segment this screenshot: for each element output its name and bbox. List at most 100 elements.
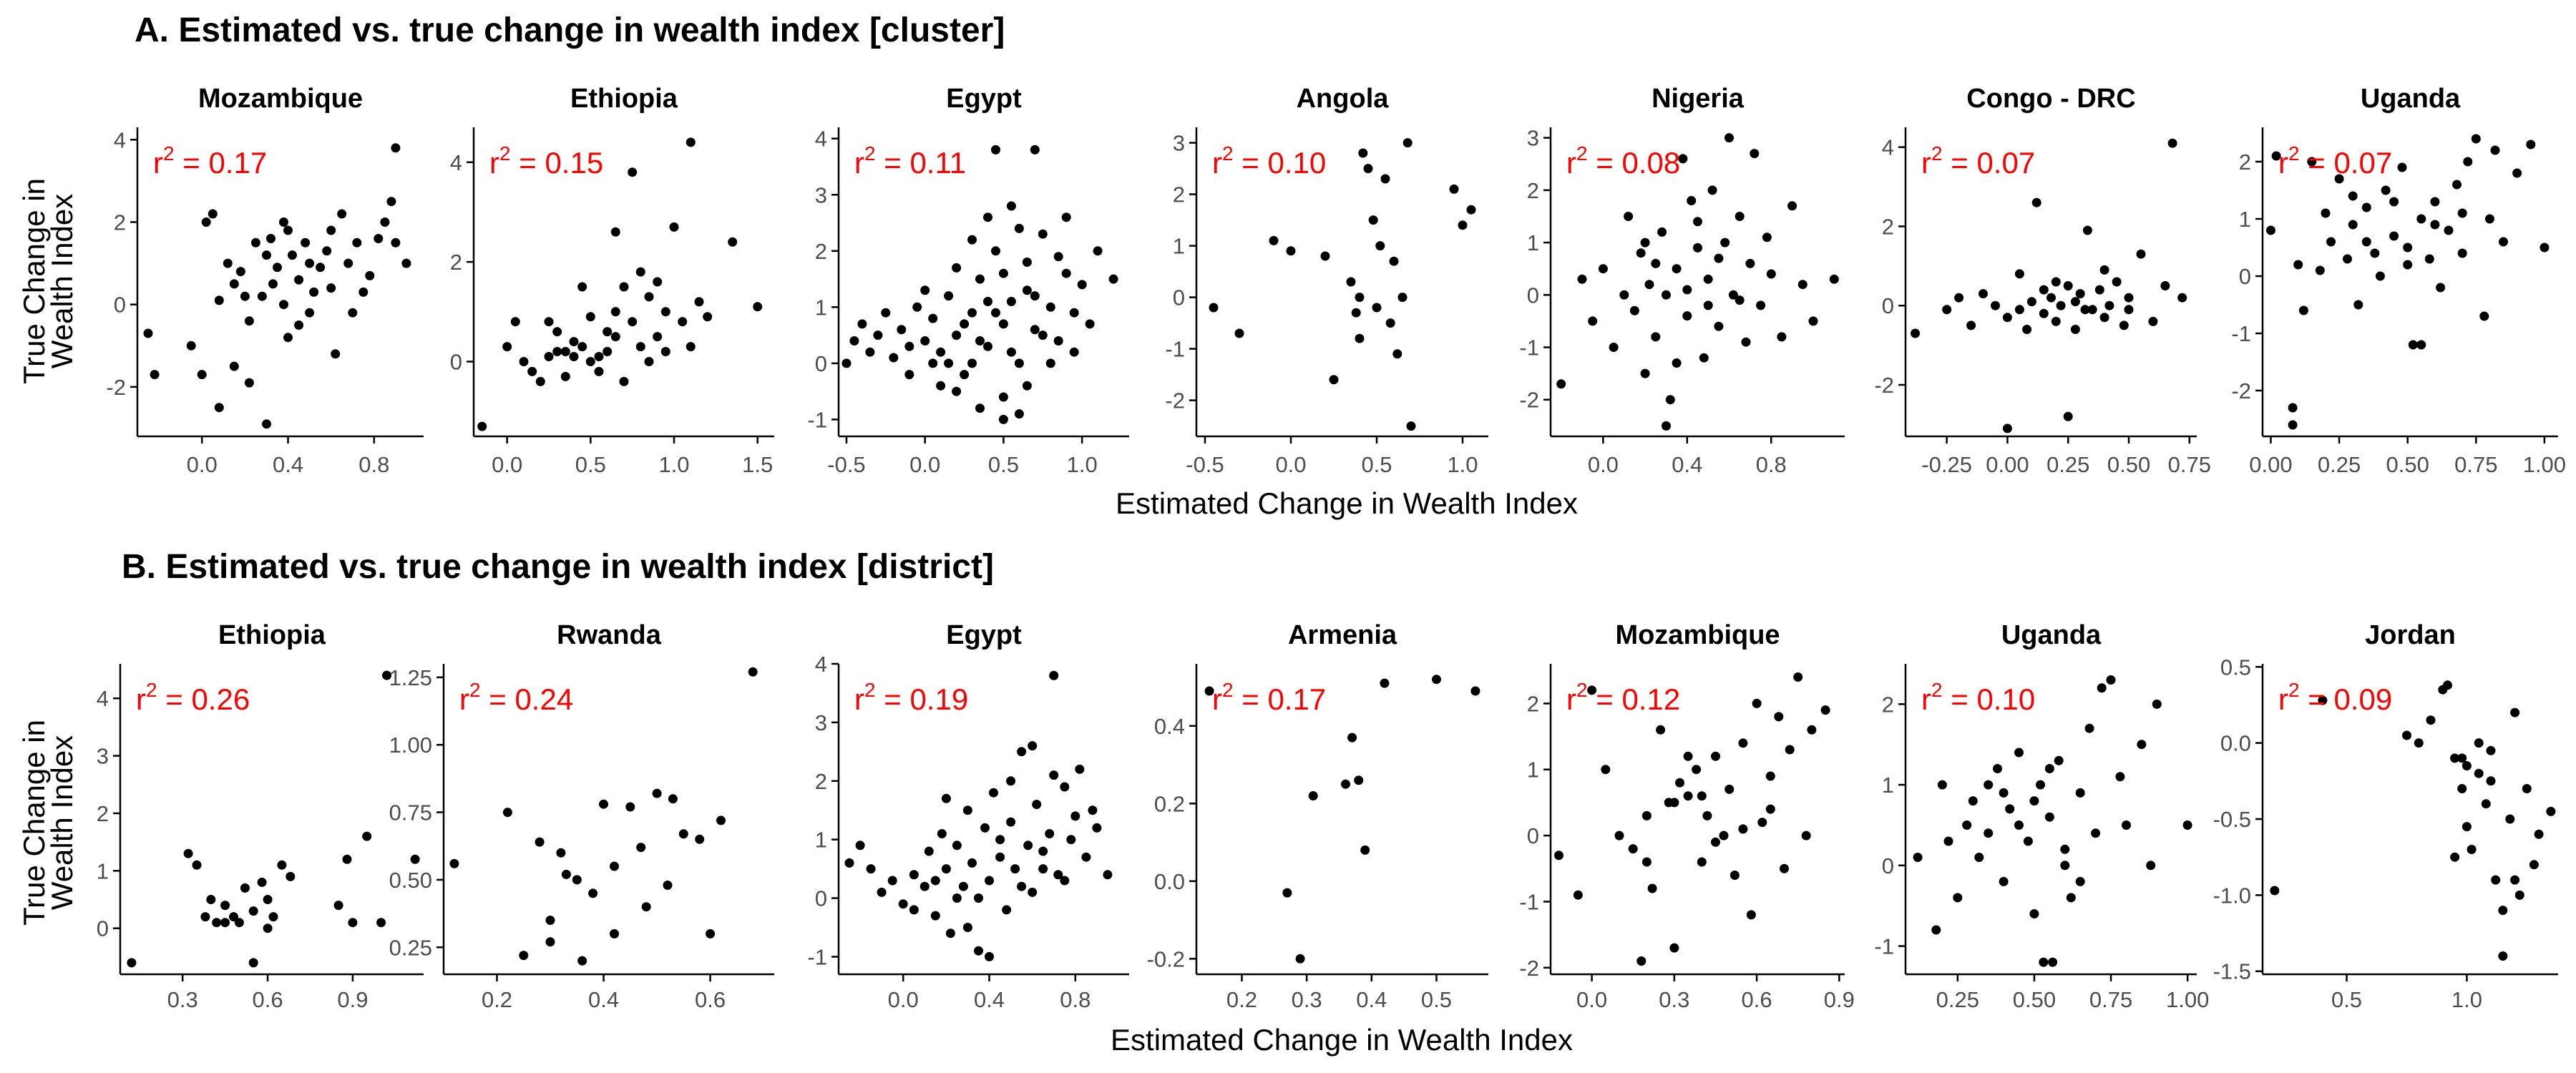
data-point xyxy=(183,848,193,858)
y-tick-label: -2 xyxy=(1874,373,1894,398)
data-point xyxy=(628,167,638,177)
r-squared-label: r2 = 0.15 xyxy=(489,142,603,180)
data-point xyxy=(331,349,341,359)
data-point xyxy=(1385,318,1395,328)
data-point xyxy=(197,370,207,380)
y-axis-title-line-1: True Change in xyxy=(17,720,51,926)
data-point xyxy=(449,858,459,868)
x-tick-label: 0.2 xyxy=(1226,987,1257,1012)
data-point xyxy=(1703,274,1713,284)
data-point xyxy=(1669,943,1679,953)
data-point xyxy=(998,268,1008,278)
data-point xyxy=(2063,411,2073,421)
y-tick-label: 0 xyxy=(1527,823,1539,848)
data-point xyxy=(1999,788,2009,798)
data-point xyxy=(2450,852,2460,862)
panel-title: Egypt xyxy=(946,84,1022,114)
y-tick-label: 1.25 xyxy=(389,665,432,690)
data-point xyxy=(1729,871,1740,880)
data-point xyxy=(995,852,1005,862)
r-squared-equals: = xyxy=(1234,146,1268,180)
data-point xyxy=(2051,277,2061,287)
data-point xyxy=(1640,237,1650,248)
y-tick-label: 0 xyxy=(1173,285,1185,310)
x-tick-label: 0.0 xyxy=(888,987,919,1012)
r-squared-label: r2 = 0.10 xyxy=(1921,679,2035,716)
data-point xyxy=(2479,311,2489,321)
data-point xyxy=(1984,780,1994,790)
data-point xyxy=(2457,753,2467,763)
r-squared-value: 0.07 xyxy=(2333,146,2392,180)
data-point xyxy=(2080,305,2090,315)
data-point xyxy=(1588,316,1598,326)
panel-title: Ethiopia xyxy=(570,84,678,114)
data-point xyxy=(1014,358,1024,368)
data-point xyxy=(2381,185,2391,195)
y-tick-label: 2 xyxy=(2239,150,2251,175)
y-tick-label: 1.00 xyxy=(389,733,432,758)
data-point xyxy=(909,870,919,880)
data-point xyxy=(2271,151,2281,161)
data-point xyxy=(2315,265,2325,275)
data-point xyxy=(2403,260,2413,270)
data-point xyxy=(535,837,545,847)
data-point xyxy=(305,308,315,318)
panel-title: Mozambique xyxy=(1615,620,1780,650)
data-point xyxy=(343,258,353,268)
data-point xyxy=(352,237,362,248)
y-axis-title-line-2: Wealth Index xyxy=(45,194,79,368)
data-point xyxy=(1672,264,1682,274)
x-tick-label: 0.3 xyxy=(1659,987,1689,1012)
data-point xyxy=(960,370,970,380)
data-point xyxy=(594,352,604,361)
data-point xyxy=(1707,185,1717,195)
data-point xyxy=(2389,197,2399,207)
data-point xyxy=(841,358,852,368)
y-tick-label: -1 xyxy=(1165,337,1185,362)
data-point xyxy=(1777,332,1787,342)
data-point xyxy=(1577,274,1587,284)
data-point xyxy=(952,893,962,903)
y-tick-label: 2 xyxy=(450,250,462,275)
r-squared-label: r2 = 0.19 xyxy=(854,679,968,716)
r-squared-symbol: r xyxy=(1212,682,1222,716)
r-squared-label: r2 = 0.08 xyxy=(1566,142,1680,180)
r-squared-exponent: 2 xyxy=(864,679,876,701)
data-point xyxy=(2326,237,2336,247)
data-point xyxy=(873,330,883,340)
x-tick-label: 1.0 xyxy=(1067,452,1098,477)
x-tick-label: 1.0 xyxy=(2451,987,2482,1012)
data-point xyxy=(250,237,260,248)
r-squared-symbol: r xyxy=(2278,146,2288,180)
data-point xyxy=(1329,375,1339,385)
data-point xyxy=(686,342,696,352)
data-point xyxy=(2182,820,2192,830)
r-squared-symbol: r xyxy=(489,146,499,180)
data-point xyxy=(1355,293,1365,303)
data-point xyxy=(365,270,375,280)
data-point xyxy=(1061,268,1071,278)
data-point xyxy=(952,386,962,396)
data-point xyxy=(945,929,955,939)
data-point xyxy=(1820,705,1830,715)
data-point xyxy=(1006,201,1016,211)
x-tick-label: 0.25 xyxy=(2318,452,2361,477)
x-tick-label: 0.75 xyxy=(2089,987,2132,1012)
data-point xyxy=(391,143,401,153)
y-tick-label: 1 xyxy=(97,858,109,883)
data-point xyxy=(2348,191,2358,201)
data-point xyxy=(1038,846,1048,856)
data-point xyxy=(1647,883,1657,893)
y-tick-label: 0.2 xyxy=(1154,791,1185,816)
data-point xyxy=(2481,799,2491,809)
data-point xyxy=(844,858,854,868)
r-squared-label: r2 = 0.12 xyxy=(1566,679,1680,716)
data-point xyxy=(1346,277,1356,287)
data-point xyxy=(975,336,985,346)
data-point xyxy=(1234,328,1244,338)
data-point xyxy=(1675,778,1684,788)
data-point xyxy=(2436,283,2446,293)
data-point xyxy=(2066,893,2076,903)
r-squared-symbol: r xyxy=(2278,682,2288,716)
x-tick-label: 0.0 xyxy=(1588,452,1619,477)
